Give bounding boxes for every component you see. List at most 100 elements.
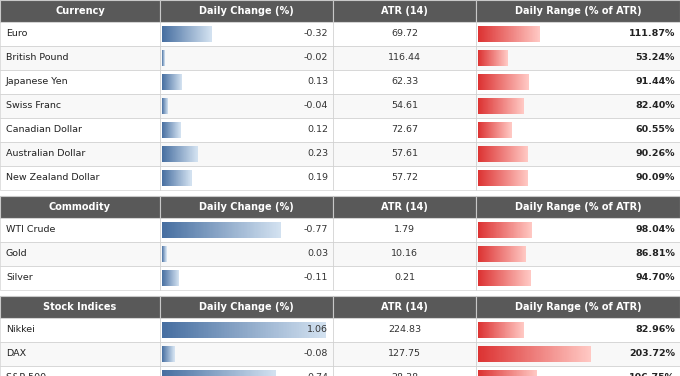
Bar	[479, 26, 480, 42]
Bar	[497, 122, 498, 138]
Bar	[307, 322, 309, 338]
Bar	[496, 50, 497, 66]
Bar	[180, 146, 181, 162]
Bar	[482, 322, 483, 338]
Bar	[513, 322, 515, 338]
Bar	[506, 346, 508, 362]
Bar	[177, 370, 180, 376]
Bar	[220, 322, 222, 338]
Bar	[182, 146, 183, 162]
Bar	[333, 342, 476, 366]
Bar	[529, 270, 530, 286]
Bar	[484, 270, 486, 286]
Bar	[482, 246, 483, 262]
Bar	[476, 242, 680, 266]
Bar	[481, 322, 482, 338]
Bar	[505, 270, 506, 286]
Bar	[178, 74, 179, 90]
Bar	[510, 146, 511, 162]
Bar	[245, 222, 246, 238]
Bar	[297, 322, 299, 338]
Bar	[167, 146, 168, 162]
Bar	[526, 346, 528, 362]
Bar	[508, 270, 509, 286]
Bar	[174, 122, 175, 138]
Bar	[478, 222, 479, 238]
Bar	[170, 122, 171, 138]
Bar	[505, 170, 506, 186]
Bar	[486, 98, 487, 114]
Bar	[496, 122, 497, 138]
Bar	[486, 270, 487, 286]
Bar	[228, 222, 230, 238]
Bar	[514, 146, 515, 162]
Bar	[168, 74, 169, 90]
Bar	[512, 222, 513, 238]
Bar	[186, 146, 187, 162]
Bar	[490, 50, 492, 66]
Bar	[495, 322, 496, 338]
Bar	[509, 122, 510, 138]
Bar	[502, 50, 503, 66]
Bar	[508, 270, 509, 286]
Bar	[503, 50, 504, 66]
Bar	[507, 98, 508, 114]
Bar	[171, 122, 172, 138]
Text: 86.81%: 86.81%	[635, 250, 675, 259]
Bar	[0, 366, 160, 376]
Bar	[187, 370, 188, 376]
Bar	[237, 370, 239, 376]
Bar	[162, 146, 163, 162]
Bar	[479, 170, 480, 186]
Bar	[479, 322, 480, 338]
Text: 0.19: 0.19	[307, 173, 328, 182]
Text: 224.83: 224.83	[388, 326, 421, 335]
Bar	[482, 50, 483, 66]
Bar	[490, 98, 491, 114]
Bar	[507, 222, 508, 238]
Bar	[221, 222, 223, 238]
Bar	[509, 146, 510, 162]
Bar	[500, 146, 501, 162]
Bar	[494, 170, 495, 186]
Text: 82.96%: 82.96%	[635, 326, 675, 335]
Bar	[509, 322, 511, 338]
Bar	[498, 322, 499, 338]
Bar	[197, 146, 198, 162]
Bar	[521, 74, 522, 90]
Bar	[243, 222, 245, 238]
Bar	[175, 122, 176, 138]
Bar	[554, 346, 556, 362]
Bar	[498, 122, 499, 138]
Bar	[517, 270, 519, 286]
Bar	[171, 74, 172, 90]
Bar	[190, 322, 192, 338]
Bar	[503, 170, 505, 186]
Bar	[197, 370, 199, 376]
Bar	[488, 222, 489, 238]
Bar	[518, 346, 520, 362]
Bar	[513, 74, 514, 90]
Bar	[492, 346, 494, 362]
Bar	[483, 246, 485, 262]
Bar	[515, 346, 517, 362]
Bar	[497, 146, 498, 162]
Bar	[497, 122, 498, 138]
Bar	[507, 370, 509, 376]
Bar	[505, 222, 506, 238]
Bar	[210, 222, 212, 238]
Bar	[501, 170, 502, 186]
Bar	[487, 98, 488, 114]
Bar	[180, 74, 181, 90]
Bar	[263, 370, 265, 376]
Bar	[499, 246, 500, 262]
Bar	[512, 170, 513, 186]
Bar	[174, 74, 175, 90]
Bar	[333, 196, 476, 218]
Bar	[503, 74, 504, 90]
Bar	[494, 98, 495, 114]
Bar	[533, 370, 534, 376]
Text: 57.72: 57.72	[391, 173, 418, 182]
Bar	[483, 50, 484, 66]
Bar	[514, 246, 515, 262]
